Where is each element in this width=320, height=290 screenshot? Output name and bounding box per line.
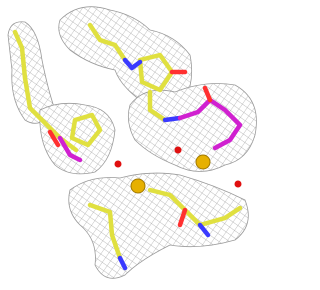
oxygen-bottom	[177, 207, 188, 228]
chain-bottom-right	[147, 187, 243, 228]
nitrogen-bottom	[117, 255, 128, 271]
phosphate-oxygens	[202, 85, 213, 103]
ring-left	[69, 112, 103, 148]
chain-mid	[147, 89, 168, 123]
oxygen-left	[47, 129, 61, 148]
water	[234, 180, 242, 188]
metal-ion	[130, 178, 146, 194]
molecule-image	[7, 6, 257, 279]
phosphate-left	[57, 135, 83, 163]
water	[114, 160, 122, 168]
nitrogen-mid	[162, 115, 183, 123]
ring-top	[137, 52, 175, 93]
water	[174, 146, 182, 154]
mesh-bottom	[68, 172, 249, 279]
metal-ion	[195, 154, 211, 170]
chain-top	[87, 22, 128, 63]
nitrogen-top	[122, 57, 143, 71]
sticks	[12, 22, 243, 271]
nitrogen-bottom-right	[197, 222, 211, 238]
atoms	[114, 146, 242, 194]
mesh-right	[127, 83, 257, 172]
phosphate-chain	[177, 97, 243, 151]
chain-bottom-left	[87, 202, 123, 261]
